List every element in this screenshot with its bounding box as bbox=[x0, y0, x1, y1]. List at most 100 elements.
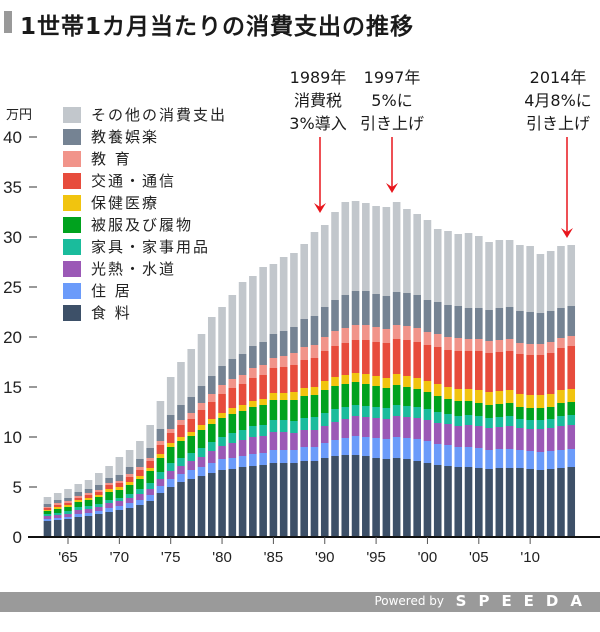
powered-by-text: Powered by bbox=[374, 594, 444, 608]
bar-segment-3-1966 bbox=[74, 507, 83, 510]
bar-segment-5-2014 bbox=[567, 389, 576, 402]
bar-1994 bbox=[362, 203, 370, 537]
bar-segment-2-2014 bbox=[567, 425, 576, 449]
bar-segment-8-2013 bbox=[557, 308, 565, 338]
bar-segment-1-1980 bbox=[218, 459, 226, 470]
y-tick-label: 5 bbox=[13, 478, 22, 497]
bar-segment-9-1966 bbox=[74, 484, 83, 492]
bar-segment-9-2003 bbox=[454, 234, 463, 306]
bar-segment-6-1989 bbox=[310, 358, 319, 387]
bar-segment-2-1983 bbox=[249, 437, 257, 454]
bar-segment-5-2006 bbox=[485, 392, 493, 405]
bar-segment-8-1971 bbox=[125, 467, 134, 474]
bar-segment-5-1985 bbox=[269, 393, 278, 400]
bar-segment-0-2013 bbox=[557, 468, 565, 537]
bar-segment-5-1995 bbox=[372, 376, 380, 386]
bar-segment-1-1988 bbox=[300, 447, 309, 461]
bar-segment-8-1990 bbox=[320, 307, 329, 337]
bar-segment-3-1989 bbox=[310, 417, 319, 430]
bar-segment-1-2006 bbox=[485, 450, 493, 469]
bar-segment-1-1964 bbox=[53, 518, 62, 520]
bar-segment-6-1987 bbox=[290, 365, 298, 392]
bar-segment-5-2001 bbox=[433, 384, 442, 396]
bar-segment-1-1975 bbox=[166, 479, 175, 487]
bar-segment-3-1980 bbox=[218, 437, 226, 446]
bar-segment-0-2006 bbox=[485, 469, 493, 537]
bar-segment-6-2012 bbox=[546, 353, 555, 394]
bar-segment-8-1966 bbox=[74, 492, 83, 496]
bar-segment-1-1996 bbox=[382, 439, 391, 459]
bar-segment-1-1994 bbox=[362, 437, 370, 456]
bar-segment-2-1970 bbox=[115, 501, 124, 506]
bar-segment-8-1967 bbox=[84, 489, 93, 493]
bar-segment-1-2003 bbox=[454, 447, 463, 467]
bar-segment-0-2009 bbox=[516, 468, 524, 537]
bar-segment-9-2002 bbox=[444, 231, 452, 305]
bar-segment-8-1993 bbox=[351, 291, 360, 325]
bar-segment-7-1995 bbox=[372, 327, 380, 342]
bar-segment-0-1995 bbox=[372, 458, 380, 537]
bar-segment-7-2011 bbox=[536, 344, 545, 355]
bar-segment-3-1994 bbox=[362, 406, 370, 417]
bar-segment-6-1963 bbox=[43, 508, 52, 510]
bar-segment-8-1988 bbox=[300, 319, 309, 347]
bar-segment-2-2012 bbox=[546, 428, 555, 451]
bar-segment-5-2011 bbox=[536, 395, 545, 408]
bar-segment-6-2006 bbox=[485, 353, 493, 392]
annotation-line: 1989年 bbox=[289, 68, 347, 87]
bar-segment-5-1981 bbox=[228, 408, 237, 414]
bar-segment-8-1981 bbox=[228, 359, 237, 379]
bar-segment-9-1998 bbox=[403, 209, 411, 293]
bar-segment-0-1999 bbox=[413, 461, 421, 537]
bar-1995 bbox=[372, 206, 380, 537]
bar-segment-4-1970 bbox=[115, 490, 124, 498]
bar-segment-2-1996 bbox=[382, 419, 391, 439]
bar-segment-3-2014 bbox=[567, 415, 576, 425]
bar-segment-7-2002 bbox=[444, 337, 452, 350]
bar-segment-0-2012 bbox=[546, 469, 555, 537]
bar-segment-3-1976 bbox=[177, 458, 185, 466]
legend-swatch bbox=[63, 173, 81, 189]
bar-segment-3-1986 bbox=[279, 420, 288, 432]
bar-segment-9-1993 bbox=[351, 201, 360, 291]
annotation-line: 2014年 bbox=[529, 68, 587, 87]
bar-segment-3-1972 bbox=[136, 489, 144, 494]
bar-segment-7-2014 bbox=[567, 336, 576, 346]
bar-segment-1-2000 bbox=[423, 441, 432, 463]
bar-segment-2-1964 bbox=[53, 515, 62, 518]
y-tick-label: 15 bbox=[3, 378, 22, 397]
bar-1972 bbox=[136, 441, 144, 537]
bar-segment-8-1970 bbox=[115, 475, 124, 481]
bar-segment-2-1993 bbox=[351, 416, 360, 436]
bar-2003 bbox=[454, 234, 463, 537]
bar-segment-0-1963 bbox=[43, 521, 52, 537]
bar-segment-6-1999 bbox=[413, 342, 421, 378]
bar-segment-7-2007 bbox=[495, 340, 504, 352]
bar-segment-7-1970 bbox=[115, 481, 124, 483]
bar-segment-0-2010 bbox=[526, 469, 534, 537]
bar-segment-2-1985 bbox=[269, 432, 278, 450]
bar-segment-1-1969 bbox=[105, 508, 113, 512]
bar-segment-0-2001 bbox=[433, 465, 442, 537]
bar-segment-7-2004 bbox=[464, 339, 473, 351]
bar-segment-5-1970 bbox=[115, 487, 124, 490]
bar-segment-3-1983 bbox=[249, 426, 257, 437]
bar-segment-5-1992 bbox=[341, 375, 350, 384]
bar-segment-8-1994 bbox=[362, 291, 370, 325]
bar-segment-9-1994 bbox=[362, 203, 370, 291]
bar-segment-6-1982 bbox=[238, 384, 247, 405]
bar-segment-4-1972 bbox=[136, 479, 144, 489]
legend-label: 教 育 bbox=[91, 150, 132, 168]
annotation-line: 3%導入 bbox=[289, 114, 347, 133]
legend-swatch bbox=[63, 217, 81, 233]
bar-segment-0-1996 bbox=[382, 459, 391, 537]
annotation-line: 引き上げ bbox=[359, 114, 425, 133]
bar-1985 bbox=[269, 264, 278, 537]
bar-segment-2-1995 bbox=[372, 418, 380, 438]
bar-segment-4-2014 bbox=[567, 402, 576, 415]
bar-segment-9-1988 bbox=[300, 244, 309, 319]
bar-segment-5-1974 bbox=[156, 454, 165, 458]
bar-segment-5-2009 bbox=[516, 394, 524, 407]
bar-segment-9-2013 bbox=[557, 246, 565, 308]
bar-segment-9-2010 bbox=[526, 246, 534, 312]
